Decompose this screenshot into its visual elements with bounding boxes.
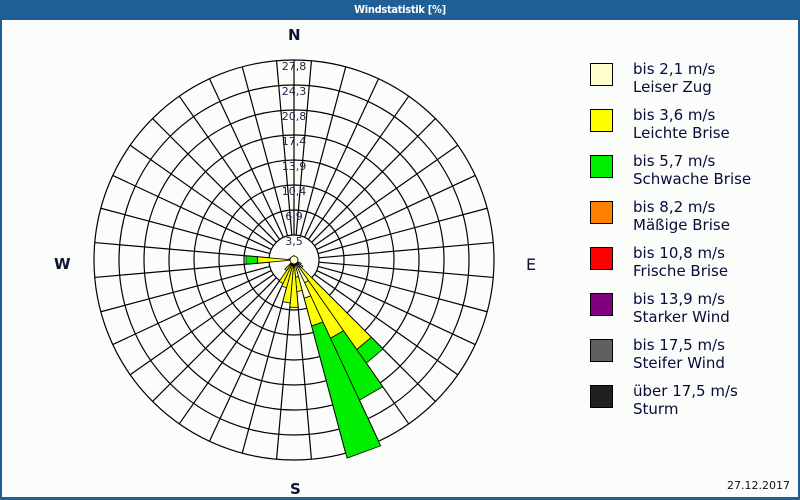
legend-name: Leiser Zug (633, 78, 712, 96)
ring-label: 10,4 (282, 185, 307, 198)
direction-label-south: S (290, 480, 301, 498)
legend-range: bis 8,2 m/s (633, 198, 716, 216)
direction-label-east: E (526, 255, 537, 274)
wind-sector (311, 321, 382, 459)
ring-label: 20,8 (282, 110, 307, 123)
legend-range: über 17,5 m/s (633, 382, 738, 400)
legend-item: bis 2,1 m/s Leiser Zug (590, 60, 790, 104)
chart-panel: 3,5 6,9 10,4 13,9 17,4 20,8 24,3 27,8 N E S W b… (2, 20, 798, 498)
ring-label: 27,8 (282, 60, 307, 73)
legend-item: bis 5,7 m/s Schwache Brise (590, 152, 790, 196)
wind-sector (245, 255, 258, 265)
direction-label-north: N (288, 26, 301, 44)
legend-item: bis 17,5 m/s Steifer Wind (590, 336, 790, 380)
ring-label: 17,4 (282, 135, 307, 148)
legend-name: Sturm (633, 400, 679, 418)
direction-label-west: W (54, 255, 71, 273)
legend-range: bis 17,5 m/s (633, 336, 725, 354)
legend-name: Mäßige Brise (633, 216, 730, 234)
window-title: Windstatistik [%] (0, 0, 800, 20)
legend-swatch (590, 155, 613, 178)
legend-range: bis 3,6 m/s (633, 106, 716, 124)
legend-range: bis 2,1 m/s (633, 60, 716, 78)
legend-swatch (590, 201, 613, 224)
legend-swatch (590, 63, 613, 86)
legend-swatch (590, 109, 613, 132)
legend-range: bis 5,7 m/s (633, 152, 716, 170)
legend-name: Frische Brise (633, 262, 729, 280)
legend-item: bis 8,2 m/s Mäßige Brise (590, 198, 790, 242)
legend-name: Leichte Brise (633, 124, 730, 142)
legend-range: bis 13,9 m/s (633, 290, 725, 308)
legend-item: bis 10,8 m/s Frische Brise (590, 244, 790, 288)
ring-label: 6,9 (285, 210, 303, 223)
ring-label: 13,9 (282, 160, 307, 173)
wind-sector (257, 256, 291, 264)
wind-rose-chart: 3,5 6,9 10,4 13,9 17,4 20,8 24,3 27,8 (93, 59, 495, 461)
legend-name: Steifer Wind (633, 354, 725, 372)
legend-item: bis 3,6 m/s Leichte Brise (590, 106, 790, 150)
chart-date: 27.12.2017 (727, 479, 790, 492)
legend-swatch (590, 247, 613, 270)
legend-range: bis 10,8 m/s (633, 244, 725, 262)
legend-swatch (590, 339, 613, 362)
legend-swatch (590, 385, 613, 408)
ring-label: 24,3 (282, 85, 307, 98)
legend-name: Starker Wind (633, 308, 730, 326)
legend-item: bis 13,9 m/s Starker Wind (590, 290, 790, 334)
ring-label: 3,5 (285, 235, 303, 248)
legend-swatch (590, 293, 613, 316)
legend-name: Schwache Brise (633, 170, 752, 188)
legend-item: über 17,5 m/s Sturm (590, 382, 790, 426)
